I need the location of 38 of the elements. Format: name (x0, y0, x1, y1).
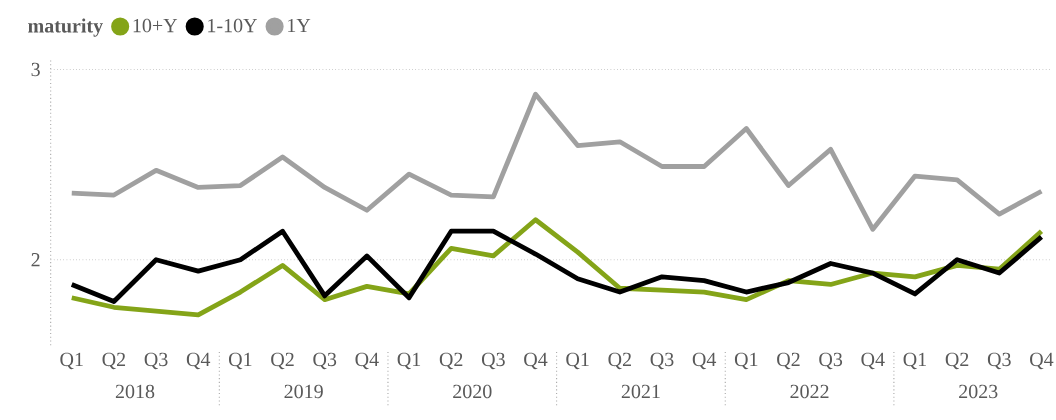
y-tick-label: 3 (31, 62, 40, 77)
text: 2020 (453, 384, 492, 399)
x-tick-label: Q4 (1030, 352, 1054, 370)
x-tick-label: Q1 (903, 352, 926, 370)
legend-label: 1Y (288, 18, 311, 33)
x-tick-label: Q2 (945, 352, 969, 370)
text: 2021 (621, 384, 660, 399)
text: 2023 (959, 384, 998, 399)
x-tick-label: Q3 (481, 352, 505, 370)
legend-label: 10+Y (133, 18, 178, 33)
x-tick-label: Q1 (566, 352, 589, 370)
x-tick-label: Q3 (987, 352, 1011, 370)
x-tick-label: Q3 (650, 352, 674, 370)
x-tick-label: Q1 (229, 352, 252, 370)
x-tick-label: Q2 (439, 352, 463, 370)
legend-title: maturity (28, 18, 103, 37)
line-series (69, 91, 1044, 232)
x-tick-label: Q4 (355, 352, 379, 370)
x-tick-label: Q3 (819, 352, 843, 370)
x-tick-label: Q1 (397, 352, 421, 370)
x-tick-label: Q2 (271, 352, 294, 370)
x-tick-label: Q3 (144, 352, 168, 370)
x-tick-label: Q4 (861, 352, 885, 370)
legend-label: 1-10Y (208, 18, 258, 33)
x-tick-label: Q2 (777, 352, 800, 370)
x-tick-label: Q1 (60, 352, 83, 370)
x-tick-label: Q1 (734, 352, 758, 370)
x-tick-label: Q3 (313, 352, 337, 370)
x-tick-label: Q4 (692, 352, 717, 370)
x-tick-label: Q4 (524, 352, 548, 370)
x-tick-label: Q2 (102, 352, 126, 370)
line-series (69, 228, 1044, 304)
text: 2018 (115, 384, 155, 399)
x-tick-label: Q2 (608, 352, 631, 370)
y-tick-label: 2 (31, 253, 40, 267)
x-tick-label: Q4 (186, 352, 211, 370)
text: 2019 (284, 384, 323, 399)
text: 2022 (790, 384, 829, 399)
